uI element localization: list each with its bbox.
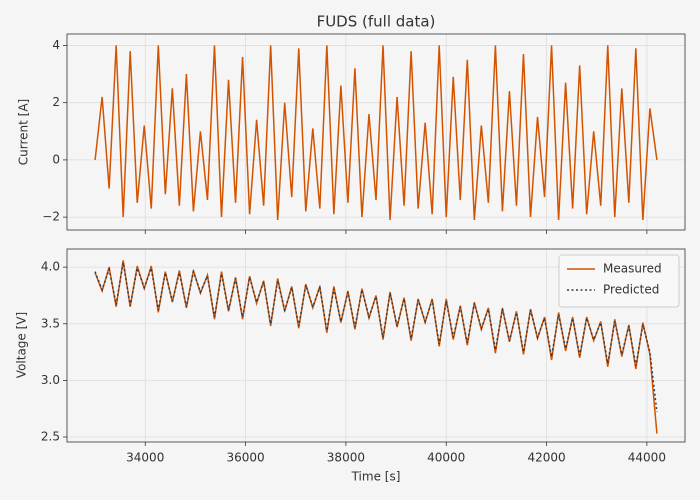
legend-label: Measured (603, 262, 662, 276)
x-tick-label: 42000 (527, 451, 565, 465)
y-tick-label: 0 (52, 152, 60, 166)
x-tick-label: 44000 (628, 451, 666, 465)
chart-title: FUDS (full data) (317, 13, 436, 31)
y-axis-label: Current [A] (17, 99, 31, 165)
y-tick-label: 3.5 (41, 316, 60, 330)
y-axis-label: Voltage [V] (15, 312, 29, 378)
legend-label: Predicted (603, 283, 659, 297)
x-tick-label: 38000 (327, 451, 365, 465)
x-tick-label: 40000 (427, 451, 465, 465)
axes-frame (66, 248, 686, 443)
x-tick-label: 36000 (226, 451, 264, 465)
series-line (94, 262, 658, 413)
legend-box (558, 254, 680, 308)
x-axis-label: Time [s] (351, 470, 401, 484)
axes-frame (66, 33, 686, 231)
x-tick-label: 34000 (126, 451, 164, 465)
y-tick-label: 4 (52, 38, 60, 52)
y-tick-label: −2 (42, 210, 60, 224)
y-tick-label: 4.0 (41, 260, 60, 274)
series-line (94, 45, 658, 221)
y-tick-label: 2 (52, 95, 60, 109)
y-tick-label: 2.5 (41, 430, 60, 444)
y-tick-label: 3.0 (41, 373, 60, 387)
